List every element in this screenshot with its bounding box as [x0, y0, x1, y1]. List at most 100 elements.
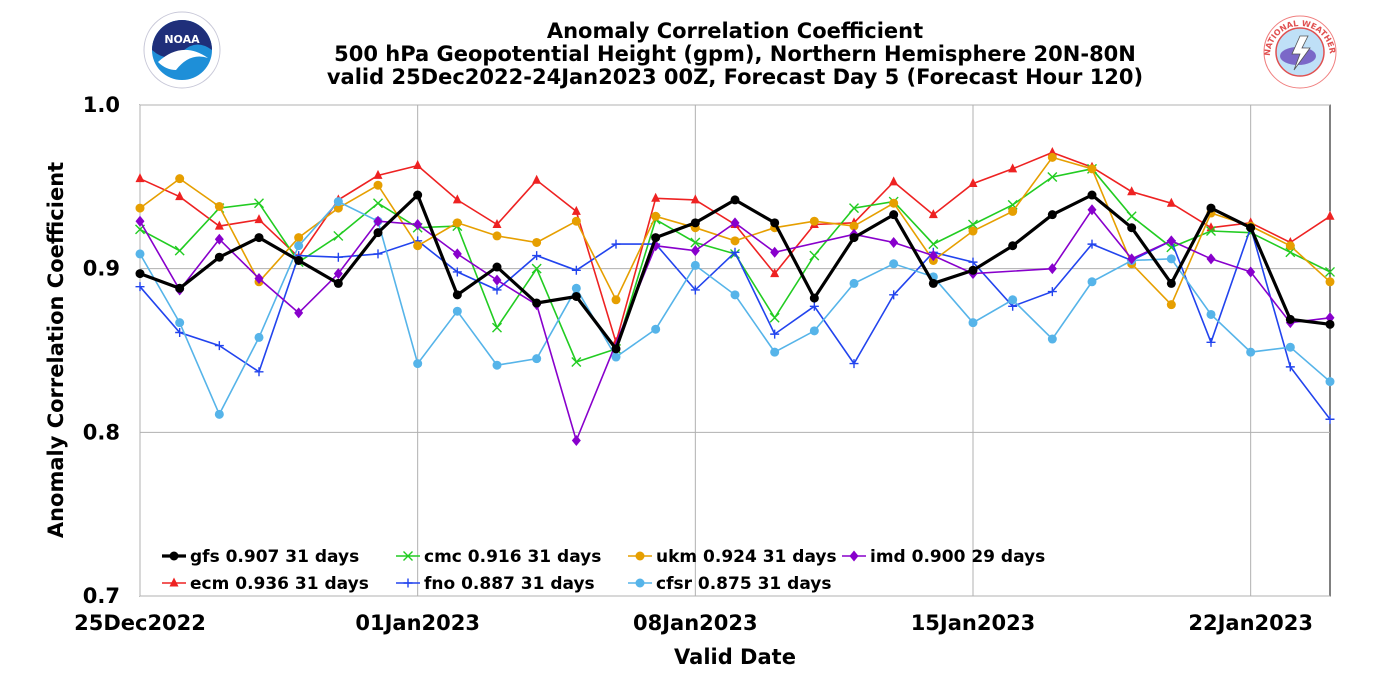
legend-item-ukm: ukm 0.924 31 days — [628, 547, 837, 567]
data-point-imd — [730, 217, 740, 229]
data-point-ecm — [1166, 197, 1176, 207]
data-point-fno — [968, 257, 978, 267]
series-line-imd — [139, 208, 1331, 443]
data-point-imd — [214, 233, 224, 245]
data-point-gfs — [413, 190, 423, 200]
legend-item-cmc: cmc 0.916 31 days — [396, 547, 601, 567]
data-point-fno — [889, 290, 899, 300]
data-point-ecm — [1008, 163, 1018, 173]
data-point-ecm — [135, 173, 145, 183]
data-point-ukm — [849, 221, 859, 231]
data-point-ukm — [730, 236, 740, 246]
data-point-ecm — [770, 268, 780, 278]
data-point-cfsr — [1008, 295, 1018, 305]
data-point-ecm — [651, 192, 661, 202]
chart-title-line-1: Anomaly Correlation Coefficient — [547, 19, 923, 43]
data-point-cfsr — [889, 259, 899, 269]
data-point-ecm — [214, 220, 224, 230]
legend-label: ecm 0.936 31 days — [190, 574, 369, 594]
data-point-ukm — [373, 180, 383, 190]
data-point-ecm — [571, 205, 581, 215]
data-point-gfs — [1206, 203, 1216, 213]
data-point-gfs — [1246, 223, 1256, 233]
data-point-ukm — [889, 198, 899, 208]
data-point-cfsr — [492, 360, 502, 370]
data-point-cmc — [492, 322, 502, 333]
legend-item-ecm: ecm 0.936 31 days — [162, 574, 369, 594]
y-tick-label: 0.9 — [83, 257, 120, 281]
noaa-logo-text: NOAA — [164, 33, 200, 46]
legend-item-cfsr: cfsr 0.875 31 days — [628, 574, 831, 594]
data-point-ukm — [214, 201, 224, 211]
legend-label: gfs 0.907 31 days — [190, 547, 359, 567]
data-point-gfs — [452, 290, 462, 300]
data-point-fno — [175, 327, 185, 337]
data-point-cfsr — [571, 283, 581, 293]
data-point-cfsr — [452, 306, 462, 316]
data-point-fno — [730, 247, 740, 257]
data-point-fno — [492, 285, 502, 295]
data-point-ukm — [1166, 300, 1176, 310]
data-point-ecm — [532, 174, 542, 184]
data-point-fno — [849, 359, 859, 369]
data-point-gfs — [1325, 319, 1335, 329]
data-point-imd — [770, 246, 780, 258]
grid-lines — [139, 104, 1330, 597]
data-point-fno — [135, 282, 145, 292]
data-point-fno — [1325, 414, 1335, 424]
data-point-gfs — [1285, 314, 1295, 324]
data-point-ukm — [1325, 277, 1335, 287]
data-point-cfsr — [532, 354, 542, 364]
data-point-ukm — [452, 218, 462, 228]
data-point-cmc — [1126, 211, 1137, 222]
legend-label: fno 0.887 31 days — [424, 574, 595, 594]
data-point-gfs — [889, 210, 899, 220]
data-point-ukm — [1008, 206, 1018, 216]
data-point-gfs — [1127, 223, 1137, 233]
data-point-ukm — [1285, 241, 1295, 251]
y-axis-ticks: 0.7 0.8 0.9 1.0 — [83, 93, 120, 608]
data-point-ecm — [1325, 210, 1335, 220]
data-point-fno — [611, 239, 621, 249]
data-point-fno — [452, 267, 462, 277]
y-tick-label: 1.0 — [83, 93, 120, 117]
data-point-imd — [452, 248, 462, 260]
y-tick-label: 0.7 — [83, 584, 120, 608]
data-point-imd — [571, 435, 581, 447]
data-point-fno — [333, 252, 343, 262]
data-point-gfs — [135, 269, 145, 279]
data-point-fno — [1047, 287, 1057, 297]
data-point-ecm — [968, 178, 978, 188]
data-point-imd — [1166, 235, 1176, 247]
data-point-fno — [809, 301, 819, 311]
data-point-cmc — [690, 237, 701, 248]
data-point-gfs — [333, 278, 343, 288]
data-point-fno — [373, 249, 383, 259]
data-point-gfs — [214, 252, 224, 262]
legend-swatch-marker — [849, 550, 859, 562]
data-point-cfsr — [135, 249, 145, 259]
data-point-ecm — [889, 176, 899, 186]
x-tick-label: 01Jan2023 — [355, 611, 480, 635]
data-point-cmc — [928, 239, 939, 250]
data-point-imd — [690, 245, 700, 257]
data-point-imd — [1047, 263, 1057, 275]
data-point-imd — [254, 272, 264, 284]
legend: gfs 0.907 31 days ecm 0.936 31 days cmc 0.… — [162, 547, 1045, 594]
legend-label: ukm 0.924 31 days — [656, 547, 837, 567]
noaa-logo-icon: NOAA — [143, 11, 221, 89]
data-point-fno — [770, 329, 780, 339]
data-point-ecm — [1127, 186, 1137, 196]
data-point-fno — [214, 341, 224, 351]
data-point-cmc — [333, 230, 344, 241]
x-tick-label: 15Jan2023 — [911, 611, 1036, 635]
data-point-gfs — [770, 218, 780, 228]
data-point-ukm — [532, 237, 542, 247]
data-point-imd — [1127, 253, 1137, 265]
data-point-gfs — [373, 228, 383, 238]
data-point-gfs — [1087, 190, 1097, 200]
data-point-cmc — [769, 312, 780, 323]
x-tick-label: 08Jan2023 — [633, 611, 758, 635]
data-point-ukm — [175, 174, 185, 184]
